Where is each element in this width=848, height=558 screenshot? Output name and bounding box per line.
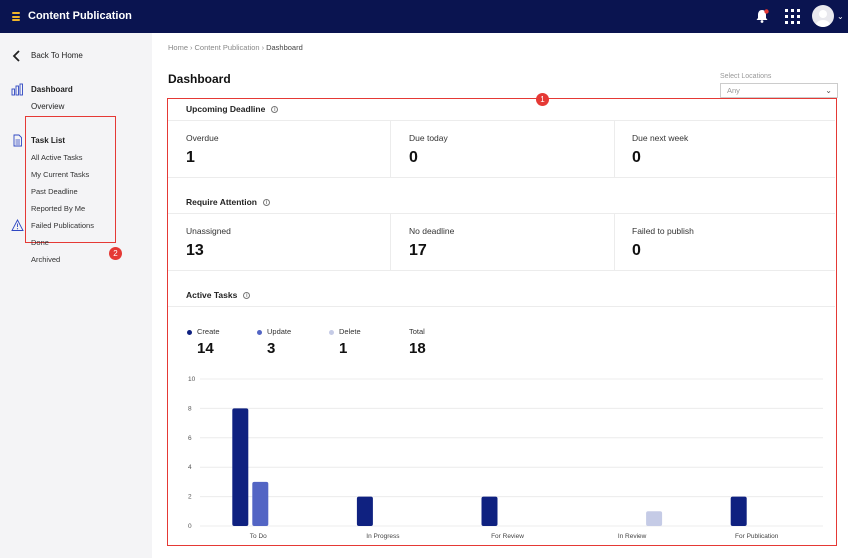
breadcrumb-content-publication[interactable]: Content Publication bbox=[194, 43, 260, 52]
legend-delete-value: 1 bbox=[339, 340, 348, 357]
avatar[interactable] bbox=[812, 5, 834, 27]
app-title: Content Publication bbox=[28, 10, 132, 22]
divider bbox=[614, 213, 615, 270]
task-item-reported-by-me[interactable]: Reported By Me bbox=[31, 204, 86, 213]
divider bbox=[390, 120, 391, 177]
stat-unassigned-label: Unassigned bbox=[186, 226, 231, 236]
legend-update-label: Update bbox=[267, 327, 292, 336]
divider bbox=[168, 177, 835, 178]
stat-no-deadline-value: 17 bbox=[409, 242, 427, 259]
bell-icon[interactable] bbox=[754, 8, 770, 24]
legend-create-value: 14 bbox=[197, 340, 214, 357]
stat-due-today-value: 0 bbox=[409, 149, 418, 166]
legend-delete-label: Delete bbox=[339, 327, 361, 336]
chart-bar-create-for-publication[interactable] bbox=[730, 496, 747, 526]
back-arrow-icon[interactable] bbox=[12, 50, 22, 62]
divider bbox=[614, 120, 615, 177]
sidebar-item-dashboard[interactable]: Dashboard bbox=[31, 85, 73, 94]
breadcrumb-current: Dashboard bbox=[266, 43, 303, 52]
sidebar: Back To Home Dashboard Overview Task Lis… bbox=[0, 33, 152, 558]
active-tasks-label: Active Tasks bbox=[186, 290, 238, 300]
stat-unassigned-value: 13 bbox=[186, 242, 204, 259]
document-icon bbox=[13, 134, 22, 147]
info-icon[interactable]: i bbox=[271, 106, 279, 114]
sidebar-item-task-list[interactable]: Task List bbox=[31, 136, 66, 145]
legend-dot-create bbox=[187, 330, 192, 335]
locations-select[interactable]: Any ⌄ bbox=[720, 83, 838, 98]
dashboard-panel: Upcoming Deadline i Overdue 1 Due today 0… bbox=[167, 98, 837, 546]
locations-label: Select Locations bbox=[720, 73, 772, 80]
warning-icon bbox=[11, 219, 24, 231]
apps-grid-icon[interactable] bbox=[785, 9, 800, 24]
stat-failed-publish-value: 0 bbox=[632, 242, 641, 259]
active-tasks-title: Active Tasks i bbox=[186, 290, 251, 300]
legend-update-value: 3 bbox=[267, 340, 276, 357]
breadcrumb-separator: › bbox=[261, 43, 265, 52]
require-attention-label: Require Attention bbox=[186, 197, 257, 207]
menu-icon[interactable] bbox=[12, 12, 21, 21]
chart-bar-create-to-do[interactable] bbox=[232, 408, 249, 526]
stat-overdue-value: 1 bbox=[186, 149, 195, 166]
chart-x-tick-label: To Do bbox=[250, 533, 267, 540]
legend-total-label: Total bbox=[409, 327, 425, 336]
upcoming-deadline-title: Upcoming Deadline i bbox=[186, 104, 279, 114]
task-list-highlight-box bbox=[25, 116, 116, 243]
chevron-down-icon[interactable]: ⌄ bbox=[837, 12, 844, 21]
chart-bar-update-to-do[interactable] bbox=[252, 481, 269, 526]
legend-dot-update bbox=[257, 330, 262, 335]
legend-total-value: 18 bbox=[409, 340, 426, 357]
top-bar: Content Publication ⌄ bbox=[0, 0, 848, 33]
chart-y-tick-label: 4 bbox=[188, 464, 192, 471]
task-item-my-current[interactable]: My Current Tasks bbox=[31, 170, 90, 179]
chart-x-tick-label: For Review bbox=[491, 533, 524, 540]
stat-failed-publish-label: Failed to publish bbox=[632, 226, 694, 236]
breadcrumb-separator: › bbox=[190, 43, 193, 52]
require-attention-title: Require Attention i bbox=[186, 197, 270, 207]
task-item-archived[interactable]: Archived bbox=[31, 255, 61, 264]
divider bbox=[168, 120, 835, 121]
annotation-badge-2: 2 bbox=[109, 247, 122, 260]
annotation-badge-1: 1 bbox=[536, 93, 549, 106]
locations-select-value: Any bbox=[727, 86, 740, 95]
stat-overdue-label: Overdue bbox=[186, 133, 219, 143]
stat-due-next-week-label: Due next week bbox=[632, 133, 689, 143]
legend-create-label: Create bbox=[197, 327, 220, 336]
breadcrumb: Home › Content Publication › Dashboard bbox=[168, 43, 303, 52]
divider bbox=[168, 270, 835, 271]
divider bbox=[390, 213, 391, 270]
info-icon[interactable]: i bbox=[263, 199, 270, 207]
stat-no-deadline-label: No deadline bbox=[409, 226, 455, 236]
sidebar-item-overview[interactable]: Overview bbox=[31, 102, 65, 111]
chart-y-tick-label: 0 bbox=[188, 523, 192, 530]
chart-y-tick-label: 6 bbox=[188, 435, 192, 442]
divider bbox=[168, 213, 835, 214]
task-item-failed-publications[interactable]: Failed Publications bbox=[31, 221, 94, 230]
stat-due-next-week-value: 0 bbox=[632, 149, 641, 166]
active-tasks-bar-chart: 0 2 4 6 8 10 To Do In Progress For Review In Revi… bbox=[188, 376, 823, 540]
chart-x-tick-label: In Progress bbox=[366, 533, 400, 540]
chart-bar-icon bbox=[11, 83, 23, 96]
chart-y-tick-label: 8 bbox=[188, 405, 192, 412]
divider bbox=[168, 306, 835, 307]
chart-bar-create-for-review[interactable] bbox=[481, 496, 498, 526]
chart-y-tick-label: 2 bbox=[188, 494, 192, 501]
legend-dot-delete bbox=[329, 330, 334, 335]
upcoming-deadline-label: Upcoming Deadline bbox=[186, 104, 266, 114]
info-icon[interactable]: i bbox=[243, 292, 251, 300]
breadcrumb-home[interactable]: Home bbox=[168, 43, 189, 52]
task-item-past-deadline[interactable]: Past Deadline bbox=[31, 187, 78, 196]
task-item-done[interactable]: Done bbox=[31, 238, 49, 247]
task-item-all-active[interactable]: All Active Tasks bbox=[31, 153, 83, 162]
chevron-down-icon: ⌄ bbox=[825, 86, 832, 95]
chart-bar-delete-in-review[interactable] bbox=[646, 511, 663, 526]
stat-due-today-label: Due today bbox=[409, 133, 448, 143]
chart-y-tick-label: 10 bbox=[188, 376, 196, 383]
page-title: Dashboard bbox=[168, 72, 231, 86]
chart-x-tick-label: For Publication bbox=[735, 533, 779, 540]
chart-bar-create-in-progress[interactable] bbox=[356, 496, 373, 526]
chart-x-tick-label: In Review bbox=[618, 533, 647, 540]
back-to-home-link[interactable]: Back To Home bbox=[31, 51, 83, 60]
